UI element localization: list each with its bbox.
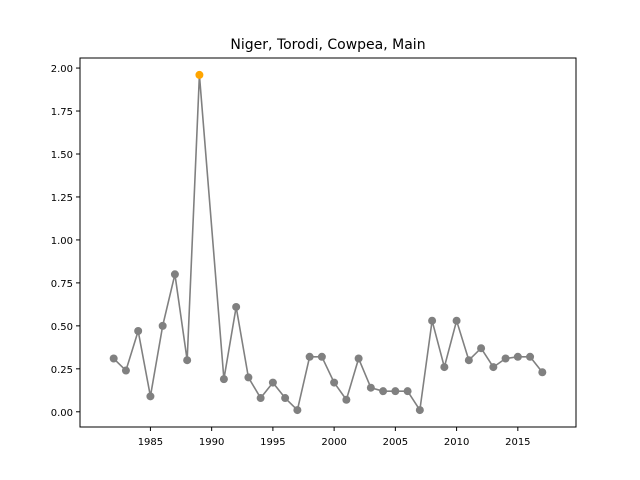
y-tick-label: 1.50 [51,150,73,161]
data-point [268,378,277,387]
data-point [489,363,498,372]
data-point [391,387,400,396]
x-tick-label: 2010 [444,437,469,448]
data-point [281,394,290,403]
data-point [526,352,535,361]
data-point [354,354,363,363]
data-point [415,406,424,415]
y-tick-label: 1.75 [51,107,73,118]
data-point [440,363,449,372]
y-tick-label: 0.25 [51,365,73,376]
data-point [513,352,522,361]
data-point [232,302,241,311]
data-point [538,368,547,377]
data-point [293,406,302,415]
y-tick-label: 2.00 [51,64,73,75]
data-point [464,356,473,365]
highlight-point [195,70,204,79]
data-point [170,270,179,279]
data-point [109,354,118,363]
y-tick-label: 1.25 [51,193,73,204]
chart-title: Niger, Torodi, Cowpea, Main [230,37,425,53]
data-point [342,395,351,404]
x-tick-label: 2005 [383,437,408,448]
data-point [403,387,412,396]
x-tick-label: 1990 [199,437,224,448]
y-tick-label: 0.50 [51,322,73,333]
data-point [256,394,265,403]
x-tick-label: 1985 [138,437,163,448]
data-point [379,387,388,396]
x-tick-label: 2015 [505,437,530,448]
data-point [501,354,510,363]
data-point [183,356,192,365]
x-tick-label: 1995 [260,437,285,448]
data-point [428,316,437,325]
data-point [452,316,461,325]
axes-frame [79,57,577,428]
data-point [317,352,326,361]
data-point [219,375,228,384]
data-point [121,366,130,375]
data-point [146,392,155,401]
y-tick-label: 1.00 [51,236,73,247]
data-point [158,321,167,330]
data-point [305,352,314,361]
x-tick-label: 2000 [321,437,346,448]
data-point [477,344,486,353]
data-point [244,373,253,382]
data-point [330,378,339,387]
data-point [134,327,143,336]
y-tick-label: 0.00 [51,408,73,419]
data-point [366,383,375,392]
plot-area: 1985 1990 1995 2000 2005 2010 2015 0.00 0.25 0.50… [51,64,547,448]
y-tick-label: 0.75 [51,279,73,290]
